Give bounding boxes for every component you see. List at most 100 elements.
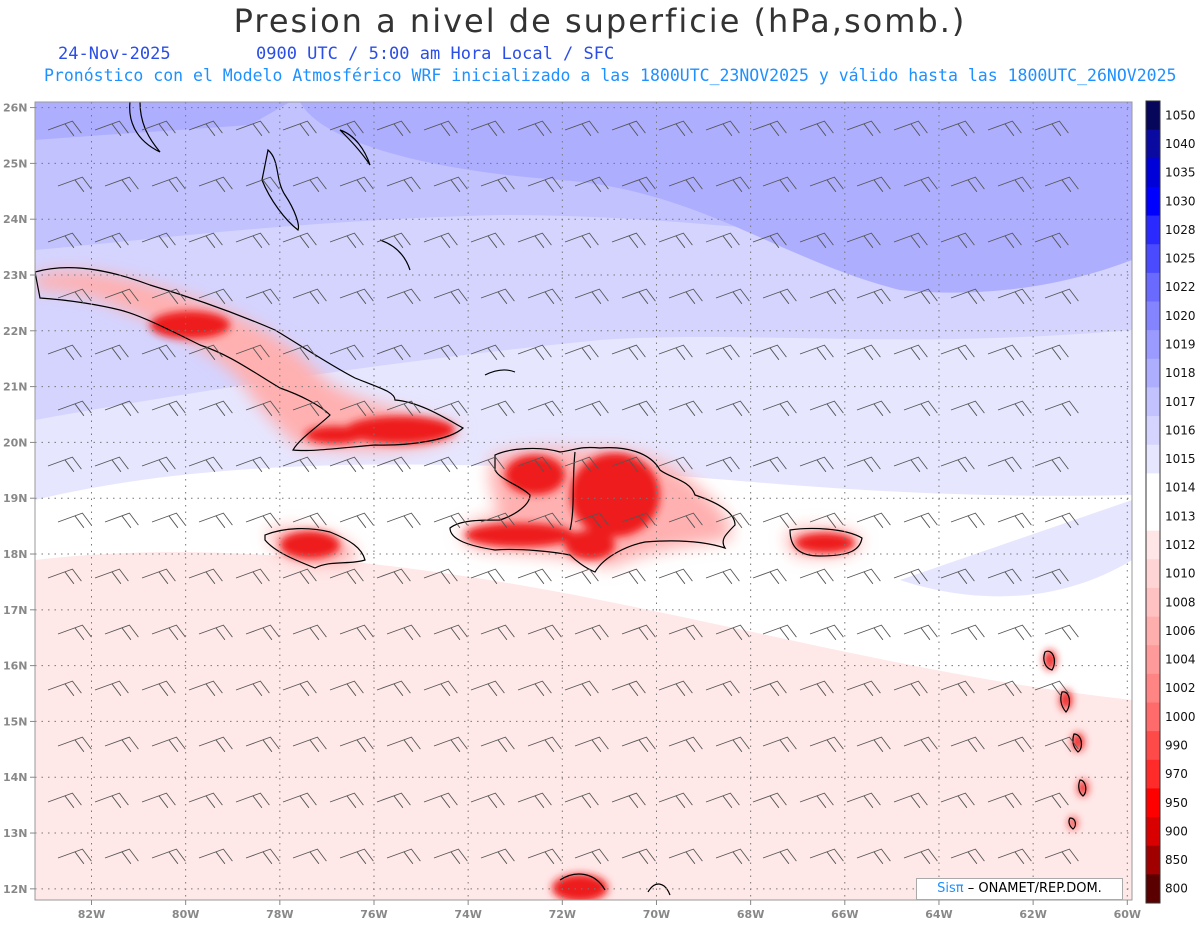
colorbar-segment — [1146, 759, 1160, 789]
wind-barb — [57, 288, 92, 305]
map-title: Presion a nivel de superficie (hPa,somb.… — [233, 2, 967, 40]
wind-barb — [339, 176, 374, 193]
colorbar-label: 1018 — [1165, 366, 1196, 380]
wind-barb — [762, 624, 797, 641]
wind-barb — [470, 680, 505, 697]
wind-barb — [762, 288, 797, 305]
wind-barb — [1034, 232, 1069, 249]
wind-barb — [141, 232, 176, 249]
wind-barb — [987, 232, 1022, 249]
colorbar-label: 1020 — [1165, 309, 1196, 323]
wind-barb — [433, 736, 468, 753]
wind-barb — [329, 120, 364, 137]
wind-barb — [57, 624, 92, 641]
wind-barb — [893, 232, 928, 249]
wind-barb — [987, 120, 1022, 137]
wind-barb — [235, 792, 270, 809]
wind-barb — [1034, 456, 1069, 473]
wind-barb — [903, 624, 938, 641]
colorbar-segment — [1146, 387, 1160, 417]
wind-barb — [470, 120, 505, 137]
colorbar-label: 990 — [1165, 739, 1188, 753]
wind-barb — [987, 568, 1022, 585]
south-coast — [559, 873, 606, 891]
wind-barb — [282, 232, 317, 249]
eleuthera-coast — [339, 129, 371, 166]
wind-barb — [433, 176, 468, 193]
wind-barb — [752, 232, 787, 249]
latitude-tick-label: 20N — [3, 436, 28, 449]
wind-barb — [480, 848, 515, 865]
wind-barb — [611, 568, 646, 585]
wind-barb — [47, 344, 82, 361]
wind-barb — [574, 400, 609, 417]
wind-barb — [987, 680, 1022, 697]
wind-barb — [574, 736, 609, 753]
colorbar-segment — [1146, 158, 1160, 188]
colorbar-label: 900 — [1165, 824, 1188, 838]
wind-barb — [198, 176, 233, 193]
wind-barb — [940, 456, 975, 473]
wind-barb — [282, 120, 317, 137]
st-vincent-coast — [1068, 817, 1076, 830]
longitude-tick-label: 76W — [360, 908, 387, 921]
wind-barb — [997, 736, 1032, 753]
wind-barb — [423, 232, 458, 249]
wind-barb — [752, 680, 787, 697]
wind-barb — [799, 232, 834, 249]
wind-barb — [893, 680, 928, 697]
wind-barb — [104, 176, 139, 193]
pressure-band-1018 — [300, 102, 1132, 293]
wind-barb — [57, 400, 92, 417]
wind-barb — [235, 344, 270, 361]
colorbar-label: 850 — [1165, 853, 1188, 867]
wind-barb — [188, 456, 223, 473]
colorbar-segment — [1146, 530, 1160, 560]
wind-barb — [329, 680, 364, 697]
wind-barb — [517, 568, 552, 585]
wind-barb — [611, 456, 646, 473]
wind-barb — [245, 176, 280, 193]
latitude-tick-label: 17N — [3, 604, 28, 617]
pressure-band-1018-west — [35, 102, 290, 140]
wind-barb — [574, 512, 609, 529]
wind-barb — [376, 232, 411, 249]
colorbar-segment — [1146, 101, 1160, 131]
wind-barb — [997, 624, 1032, 641]
colorbar-label: 1010 — [1165, 567, 1196, 581]
colorbar-label: 1028 — [1165, 223, 1196, 237]
wind-barb — [1034, 792, 1069, 809]
wind-barb — [47, 568, 82, 585]
wind-barb — [658, 456, 693, 473]
wind-barb — [104, 624, 139, 641]
colorbar-segment — [1146, 817, 1160, 847]
forecast-info: Pronóstico con el Modelo Atmosférico WRF… — [44, 66, 1177, 85]
wind-barb — [104, 400, 139, 417]
wind-barb — [846, 120, 881, 137]
wind-barb — [564, 344, 599, 361]
wind-barb — [470, 568, 505, 585]
wind-barb — [292, 288, 327, 305]
wind-barb — [94, 456, 129, 473]
wind-barb — [799, 680, 834, 697]
wind-barb — [705, 232, 740, 249]
wind-barb — [527, 400, 562, 417]
wind-barb — [433, 624, 468, 641]
wind-barb — [94, 680, 129, 697]
colorbar-segment — [1146, 502, 1160, 532]
latitude-tick-label: 21N — [3, 381, 28, 394]
longitude-tick-label: 70W — [643, 908, 670, 921]
wind-barb — [141, 456, 176, 473]
wind-barb — [715, 512, 750, 529]
wind-barb — [856, 176, 891, 193]
inagua-coast — [484, 369, 516, 376]
wind-barb — [235, 232, 270, 249]
longitude-tick-label: 64W — [925, 908, 952, 921]
colorbar-label: 800 — [1165, 882, 1188, 896]
wind-barb — [752, 120, 787, 137]
wind-barb — [705, 456, 740, 473]
colorbar-label: 950 — [1165, 796, 1188, 810]
wind-barb — [141, 680, 176, 697]
wind-barb — [940, 680, 975, 697]
cuba-coast — [35, 267, 465, 452]
